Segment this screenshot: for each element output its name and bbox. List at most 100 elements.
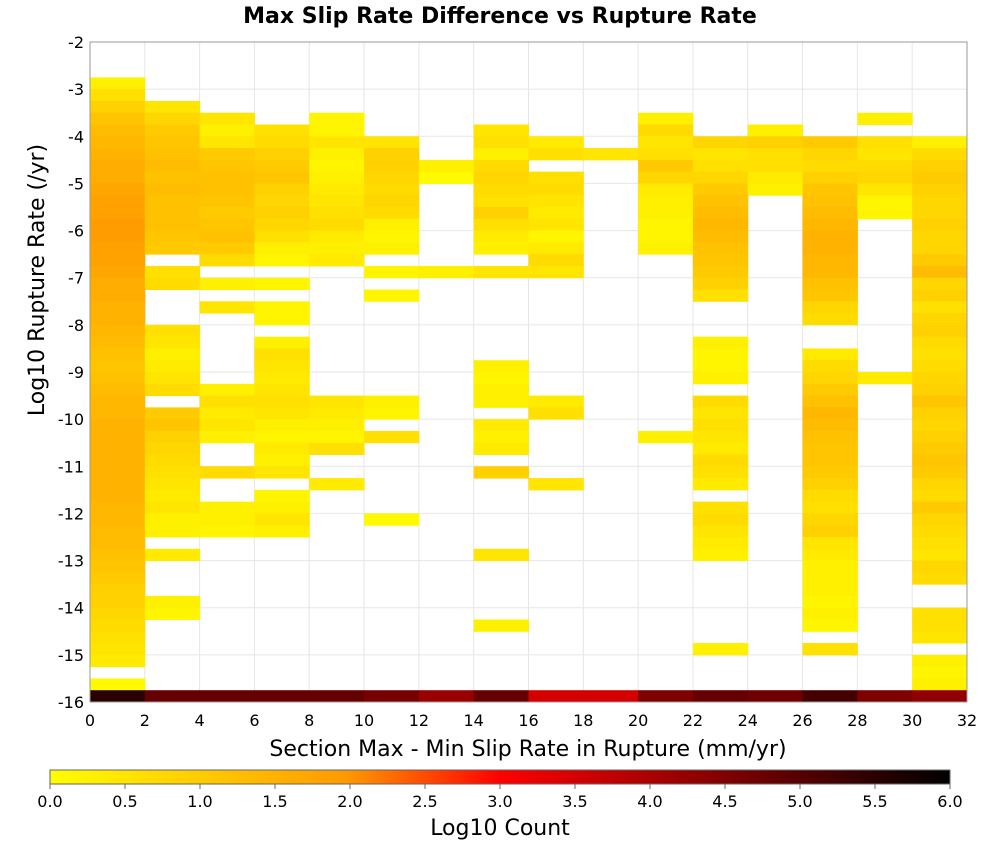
- heatmap-cell: [912, 572, 968, 585]
- heatmap-cell: [802, 171, 858, 184]
- heatmap-cell: [912, 324, 968, 338]
- heatmap-cell: [473, 159, 529, 173]
- heatmap-cell: [692, 348, 749, 361]
- heatmap-cell: [692, 454, 749, 467]
- heatmap-cell: [199, 159, 255, 173]
- heatmap-cell: [802, 489, 858, 503]
- heatmap-cell: [912, 136, 968, 149]
- heatmap-cell: [309, 395, 365, 408]
- heatmap-cell: [802, 265, 858, 279]
- heatmap-cell: [747, 148, 804, 161]
- heatmap-cell: [309, 207, 365, 220]
- heatmap-cell: [199, 407, 255, 420]
- heatmap-cell: [912, 607, 968, 620]
- heatmap-cell: [692, 372, 749, 385]
- heatmap-cell: [692, 218, 749, 232]
- heatmap-cell: [254, 218, 310, 232]
- heatmap-cell: [473, 360, 529, 373]
- heatmap-cell: [199, 395, 255, 408]
- y-tick-label: -6: [68, 222, 84, 241]
- heatmap-cell: [473, 183, 529, 196]
- heatmap-cell: [309, 254, 365, 267]
- heatmap-cell: [90, 360, 146, 373]
- heatmap-cell: [144, 595, 201, 609]
- heatmap-cell: [912, 678, 968, 691]
- heatmap-cell: [802, 430, 858, 444]
- heatmap-cell: [692, 643, 749, 656]
- heatmap-cell: [802, 548, 858, 562]
- heatmap-cell: [90, 419, 146, 432]
- heatmap-cell: [364, 171, 420, 184]
- heatmap-cell: [802, 159, 858, 173]
- heatmap-cell: [254, 372, 310, 385]
- heatmap-cell: [912, 195, 968, 208]
- heatmap-cell: [473, 619, 529, 632]
- heatmap-cell: [254, 525, 310, 538]
- heatmap-floor-cell: [638, 690, 694, 702]
- x-tick-label: 18: [573, 711, 593, 730]
- heatmap-cell: [309, 159, 365, 173]
- heatmap-cell: [912, 313, 968, 326]
- heatmap-cell: [528, 136, 584, 149]
- colorbar-tick-label: 4.5: [712, 792, 737, 811]
- heatmap-cell: [802, 419, 858, 432]
- heatmap-cell: [692, 242, 749, 255]
- heatmap-floor-cell: [857, 690, 913, 702]
- heatmap-cell: [90, 607, 146, 620]
- heatmap-cell: [90, 395, 146, 408]
- heatmap-cell: [90, 560, 146, 573]
- heatmap-cell: [90, 619, 146, 632]
- heatmap-cell: [473, 548, 529, 562]
- heatmap-cell: [90, 77, 146, 90]
- heatmap-floor-cell: [144, 690, 201, 702]
- heatmap-cell: [254, 360, 310, 373]
- heatmap-cell: [692, 525, 749, 538]
- heatmap-cell: [199, 419, 255, 432]
- heatmap-cell: [90, 289, 146, 302]
- heatmap-cell: [144, 324, 201, 338]
- heatmap-cell: [802, 513, 858, 526]
- heatmap-cell: [364, 195, 420, 208]
- heatmap-cell: [473, 148, 529, 161]
- heatmap-cell: [802, 407, 858, 420]
- heatmap-cell: [692, 466, 749, 479]
- heatmap-cell: [473, 230, 529, 243]
- heatmap-cell: [692, 159, 749, 173]
- heatmap-cell: [583, 148, 639, 161]
- heatmap-cell: [857, 372, 913, 385]
- y-tick-label: -14: [58, 599, 84, 618]
- heatmap-floor-cell: [90, 690, 146, 702]
- heatmap-cell: [912, 159, 968, 173]
- heatmap-cell: [418, 171, 475, 184]
- heatmap-floor-cell: [802, 690, 858, 702]
- heatmap-cell: [90, 148, 146, 161]
- heatmap-cell: [254, 430, 310, 444]
- heatmap-floor-cell: [583, 690, 639, 702]
- x-tick-label: 30: [902, 711, 922, 730]
- heatmap-cell: [802, 501, 858, 514]
- heatmap-cell: [802, 148, 858, 161]
- y-tick-label: -10: [58, 410, 84, 429]
- heatmap-cell: [364, 230, 420, 243]
- heatmap-cell: [144, 525, 201, 538]
- heatmap-cell: [144, 136, 201, 149]
- heatmap-cell: [528, 395, 584, 408]
- heatmap-cell: [638, 183, 694, 196]
- heatmap-cell: [144, 112, 201, 125]
- heatmap-cell: [90, 171, 146, 184]
- heatmap-cell: [90, 442, 146, 455]
- heatmap-cell: [802, 560, 858, 573]
- heatmap-cell: [199, 525, 255, 538]
- heatmap-cell: [199, 136, 255, 149]
- heatmap-cell: [912, 631, 968, 644]
- heatmap-cell: [692, 537, 749, 550]
- heatmap-cell: [144, 148, 201, 161]
- colorbar: [49, 769, 951, 785]
- heatmap-cell: [309, 419, 365, 432]
- heatmap-cell: [857, 183, 913, 196]
- heatmap-cell: [254, 489, 310, 503]
- heatmap-cell: [912, 183, 968, 196]
- y-axis-label: Log10 Rupture Rate (/yr): [25, 144, 50, 416]
- heatmap-cell: [802, 595, 858, 609]
- heatmap-cell: [309, 407, 365, 420]
